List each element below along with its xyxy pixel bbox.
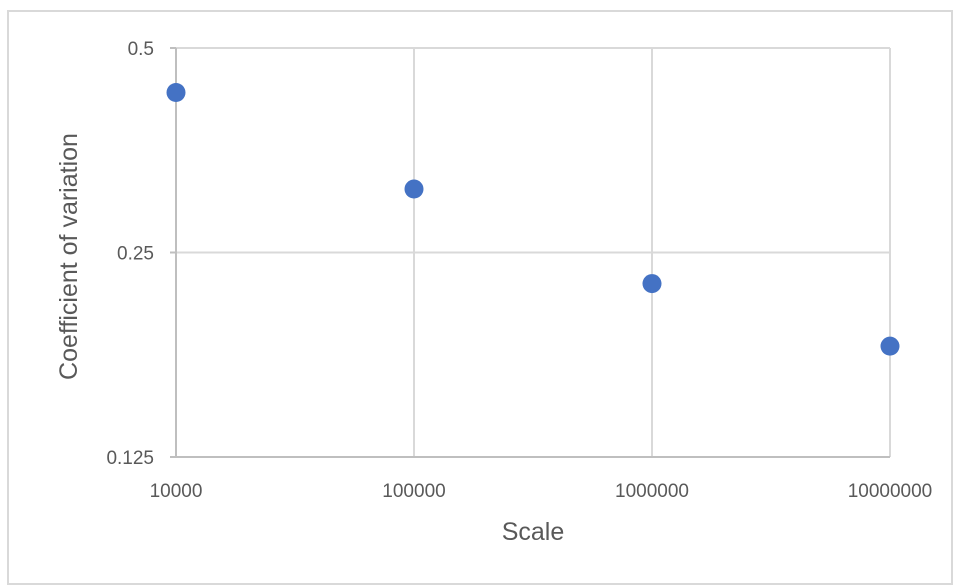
x-tick-label: 10000000 [848,481,933,502]
y-tick-label: 0.25 [117,244,154,265]
tick-labels: 10000 100000 1000000 10000000 0.125 0.25 0.5 [106,39,932,502]
y-tick-label: 0.125 [106,448,154,469]
x-tick-label: 100000 [382,481,445,502]
data-point [880,336,900,356]
x-tick-label: 10000 [150,481,203,502]
data-points [166,82,900,356]
data-point [166,82,186,102]
x-tick-label: 1000000 [615,481,689,502]
chart-frame [7,10,953,585]
y-tick-label: 0.5 [128,39,154,60]
grid-lines [176,47,891,457]
axes [170,47,890,458]
y-axis-title: Coefficient of variation [55,133,83,380]
data-point [642,274,662,294]
x-axis-title: Scale [502,518,565,546]
data-point [404,179,424,199]
